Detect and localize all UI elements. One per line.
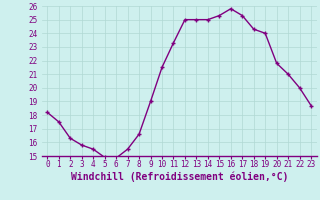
X-axis label: Windchill (Refroidissement éolien,°C): Windchill (Refroidissement éolien,°C): [70, 172, 288, 182]
